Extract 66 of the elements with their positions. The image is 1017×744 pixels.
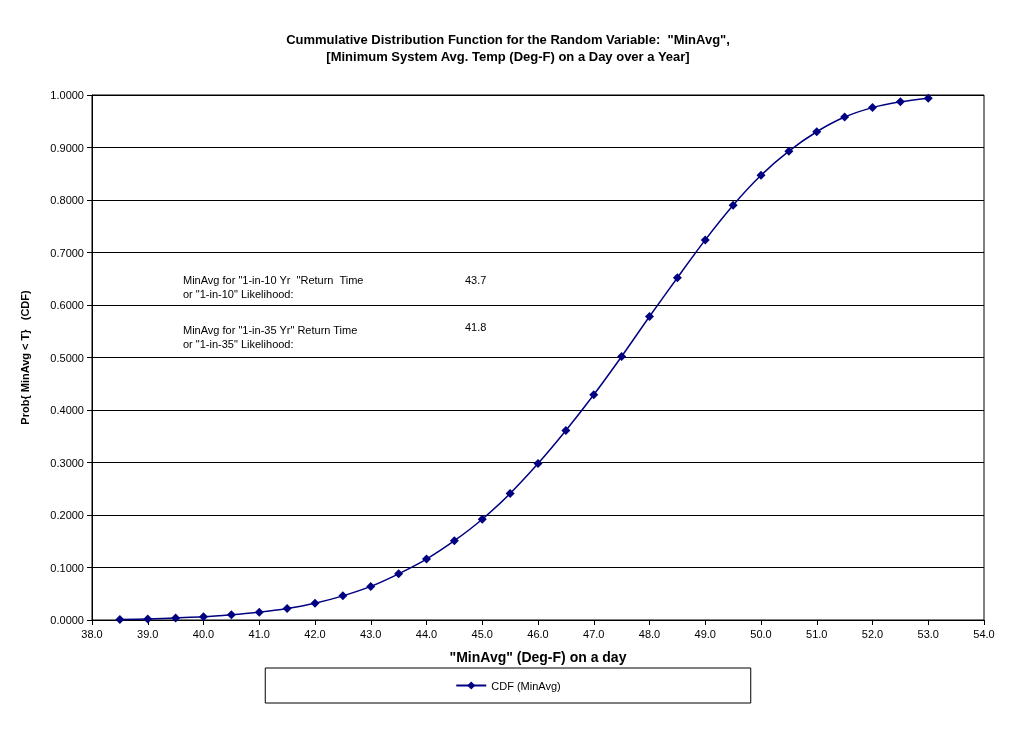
x-tick-label: 38.0 xyxy=(81,627,103,640)
point xyxy=(143,614,153,624)
y-tick-label: 0.2000 xyxy=(50,509,84,521)
point xyxy=(923,93,933,103)
x-axis-title: "MinAvg" (Deg-F) on a day xyxy=(449,649,627,665)
y-tick-label: 0.7000 xyxy=(50,246,84,259)
point xyxy=(366,581,376,591)
point xyxy=(254,607,264,617)
x-tick-label: 43.0 xyxy=(360,627,382,640)
x-tick-label: 41.0 xyxy=(248,627,270,640)
annotation: MinAvg for "1-in-35 Yr" Return Time or "1-in-35" Likelihood: xyxy=(183,324,358,350)
y-tick-label: 0.5000 xyxy=(50,351,84,364)
legend-label: CDF (MinAvg) xyxy=(491,679,561,692)
point xyxy=(226,610,236,620)
x-tick-label: 45.0 xyxy=(471,627,493,640)
point xyxy=(115,614,125,624)
point xyxy=(840,112,850,122)
point xyxy=(171,613,181,623)
point xyxy=(338,591,348,601)
point xyxy=(422,554,431,564)
point xyxy=(394,569,404,579)
x-tick-label: 46.0 xyxy=(527,627,549,640)
y-tick-label: 0.4000 xyxy=(50,404,84,416)
x-tick-label: 47.0 xyxy=(583,627,605,640)
y-tick-label: 0.1000 xyxy=(50,561,84,574)
point xyxy=(784,146,794,156)
x-tick-label: 51.0 xyxy=(806,627,828,640)
y-tick-label: 0.3000 xyxy=(50,456,84,469)
point xyxy=(868,103,877,113)
point xyxy=(812,127,822,137)
y-tick-label: 1.0000 xyxy=(50,89,84,101)
point xyxy=(589,390,599,400)
point xyxy=(505,488,515,498)
y-tick-label: 0.0000 xyxy=(50,614,84,626)
point xyxy=(310,598,320,608)
x-tick-label: 54.0 xyxy=(973,627,995,640)
point xyxy=(728,200,738,210)
x-tick-label: 42.0 xyxy=(304,627,326,640)
annotation: MinAvg for "1-in-10 Yr "Return Time or "1-in-10" Likelihood: xyxy=(183,274,364,300)
point xyxy=(533,459,543,469)
chart-title: Cummulative Distribution Function for the Random Variable: "MinAvg", [Minimum System Avg. Temp (Deg-F) on a Day over a Year] xyxy=(286,32,730,64)
x-tick-label: 53.0 xyxy=(917,627,939,640)
x-tick-label: 39.0 xyxy=(137,627,159,640)
point xyxy=(199,612,208,622)
point xyxy=(282,603,292,613)
point xyxy=(700,235,710,245)
x-tick-label: 52.0 xyxy=(861,627,884,640)
x-tick-label: 40.0 xyxy=(192,627,215,640)
annotation: 41.8 xyxy=(465,321,487,333)
x-tick-label: 50.0 xyxy=(750,627,772,640)
point xyxy=(645,312,654,322)
point xyxy=(449,536,459,546)
point xyxy=(561,425,571,435)
y-tick-label: 0.9000 xyxy=(50,141,84,154)
x-tick-label: 49.0 xyxy=(694,627,716,640)
y-axis-title: Prob{ MinAvg < T} (CDF) xyxy=(18,289,31,425)
y-tick-label: 0.6000 xyxy=(50,299,84,311)
point xyxy=(895,97,905,107)
point xyxy=(617,351,627,361)
x-tick-label: 44.0 xyxy=(415,627,438,640)
annotation: 43.7 xyxy=(465,274,487,286)
point xyxy=(672,273,682,283)
point xyxy=(756,170,766,180)
y-tick-label: 0.8000 xyxy=(50,194,84,206)
point xyxy=(477,514,487,524)
x-tick-label: 48.0 xyxy=(638,627,661,640)
